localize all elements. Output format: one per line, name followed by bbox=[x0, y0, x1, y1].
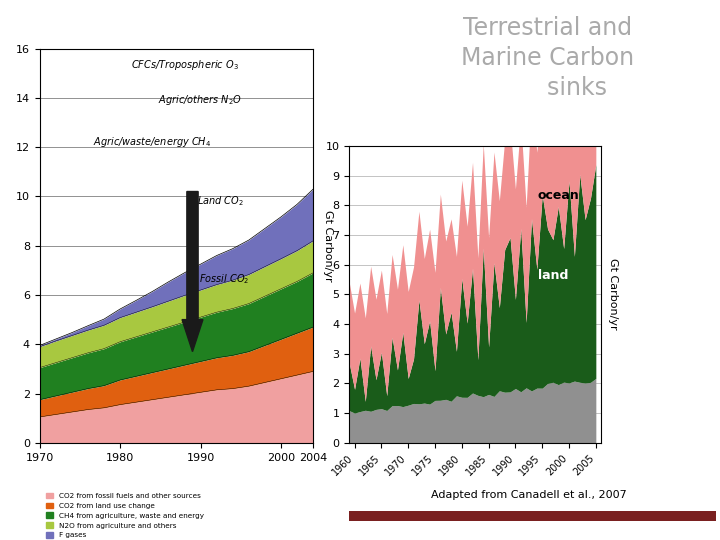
Text: Land CO$_2$: Land CO$_2$ bbox=[197, 194, 244, 207]
Y-axis label: Gt Carbon/yr: Gt Carbon/yr bbox=[323, 210, 333, 281]
Text: Agric/waste/energy CH$_4$: Agric/waste/energy CH$_4$ bbox=[93, 134, 212, 149]
FancyArrow shape bbox=[182, 192, 203, 352]
Text: Terrestrial and
Marine Carbon
        sinks: Terrestrial and Marine Carbon sinks bbox=[461, 16, 634, 99]
Text: Fossil CO$_2$: Fossil CO$_2$ bbox=[199, 273, 250, 286]
Text: CFCs/Tropospheric O$_3$: CFCs/Tropospheric O$_3$ bbox=[130, 58, 238, 72]
Text: Agric/others N$_2$O: Agric/others N$_2$O bbox=[158, 93, 243, 107]
Y-axis label: Gt Carbon/yr: Gt Carbon/yr bbox=[608, 259, 618, 330]
Text: ocean: ocean bbox=[537, 189, 579, 202]
Text: land: land bbox=[538, 269, 568, 282]
Legend: CO2 from fossil fuels and other sources, CO2 from land use change, CH4 from agri: CO2 from fossil fuels and other sources,… bbox=[43, 490, 207, 540]
Text: Adapted from Canadell et al., 2007: Adapted from Canadell et al., 2007 bbox=[431, 489, 627, 500]
